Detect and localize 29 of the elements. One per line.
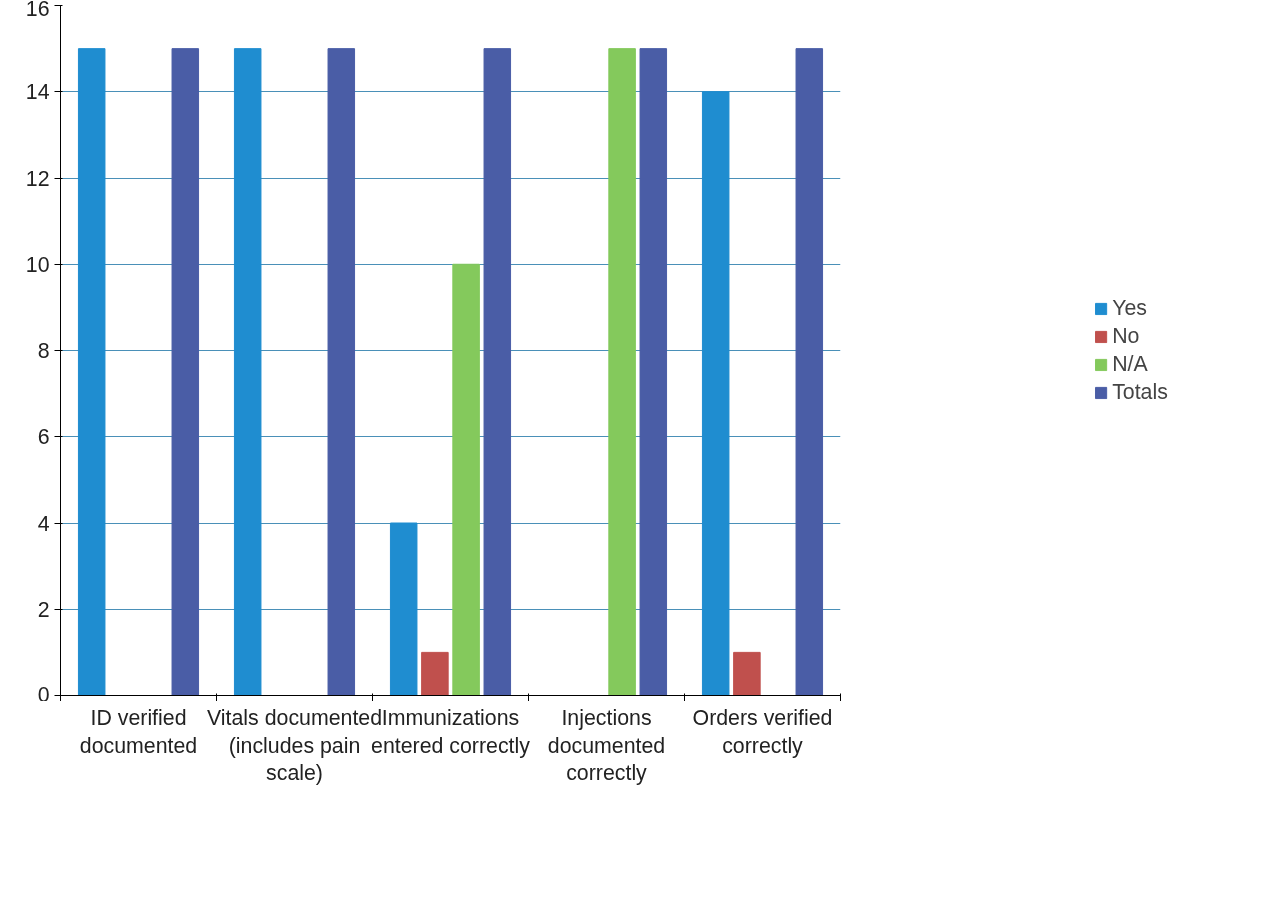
bar bbox=[701, 91, 730, 696]
y-tick-label: 4 bbox=[37, 511, 50, 536]
x-tick-label: Injections documented correctly bbox=[547, 706, 666, 786]
bar bbox=[639, 48, 668, 696]
y-tick-label: 14 bbox=[25, 80, 50, 105]
bar bbox=[733, 651, 761, 696]
y-tick-label: 8 bbox=[37, 339, 50, 363]
x-tick-label: Orders verified correctly bbox=[692, 706, 833, 758]
bar bbox=[483, 48, 512, 696]
bar bbox=[389, 522, 418, 696]
bar bbox=[421, 651, 449, 696]
legend-label: N/A bbox=[1112, 351, 1148, 377]
y-tick-label: 16 bbox=[25, 0, 50, 21]
bar bbox=[233, 48, 262, 696]
y-tick-label: 0 bbox=[37, 682, 50, 707]
legend-label: No bbox=[1112, 323, 1140, 349]
y-tick-label: 10 bbox=[25, 252, 50, 277]
y-tick-label: 12 bbox=[25, 166, 50, 191]
bar bbox=[795, 48, 824, 696]
legend-label: Yes bbox=[1112, 295, 1147, 321]
bar bbox=[452, 263, 480, 696]
x-tick-label: ID verified documented bbox=[79, 706, 198, 758]
bar bbox=[608, 48, 636, 696]
bar bbox=[327, 48, 356, 696]
bar bbox=[77, 48, 106, 696]
y-tick-label: 6 bbox=[37, 425, 50, 450]
legend-label: Totals bbox=[1112, 379, 1168, 405]
y-tick-label: 2 bbox=[37, 597, 50, 622]
bar bbox=[171, 48, 200, 696]
